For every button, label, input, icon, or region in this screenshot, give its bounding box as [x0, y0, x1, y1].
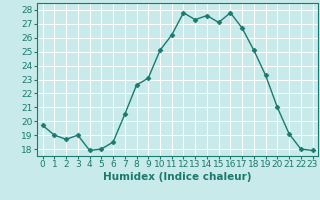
X-axis label: Humidex (Indice chaleur): Humidex (Indice chaleur) [103, 172, 252, 182]
